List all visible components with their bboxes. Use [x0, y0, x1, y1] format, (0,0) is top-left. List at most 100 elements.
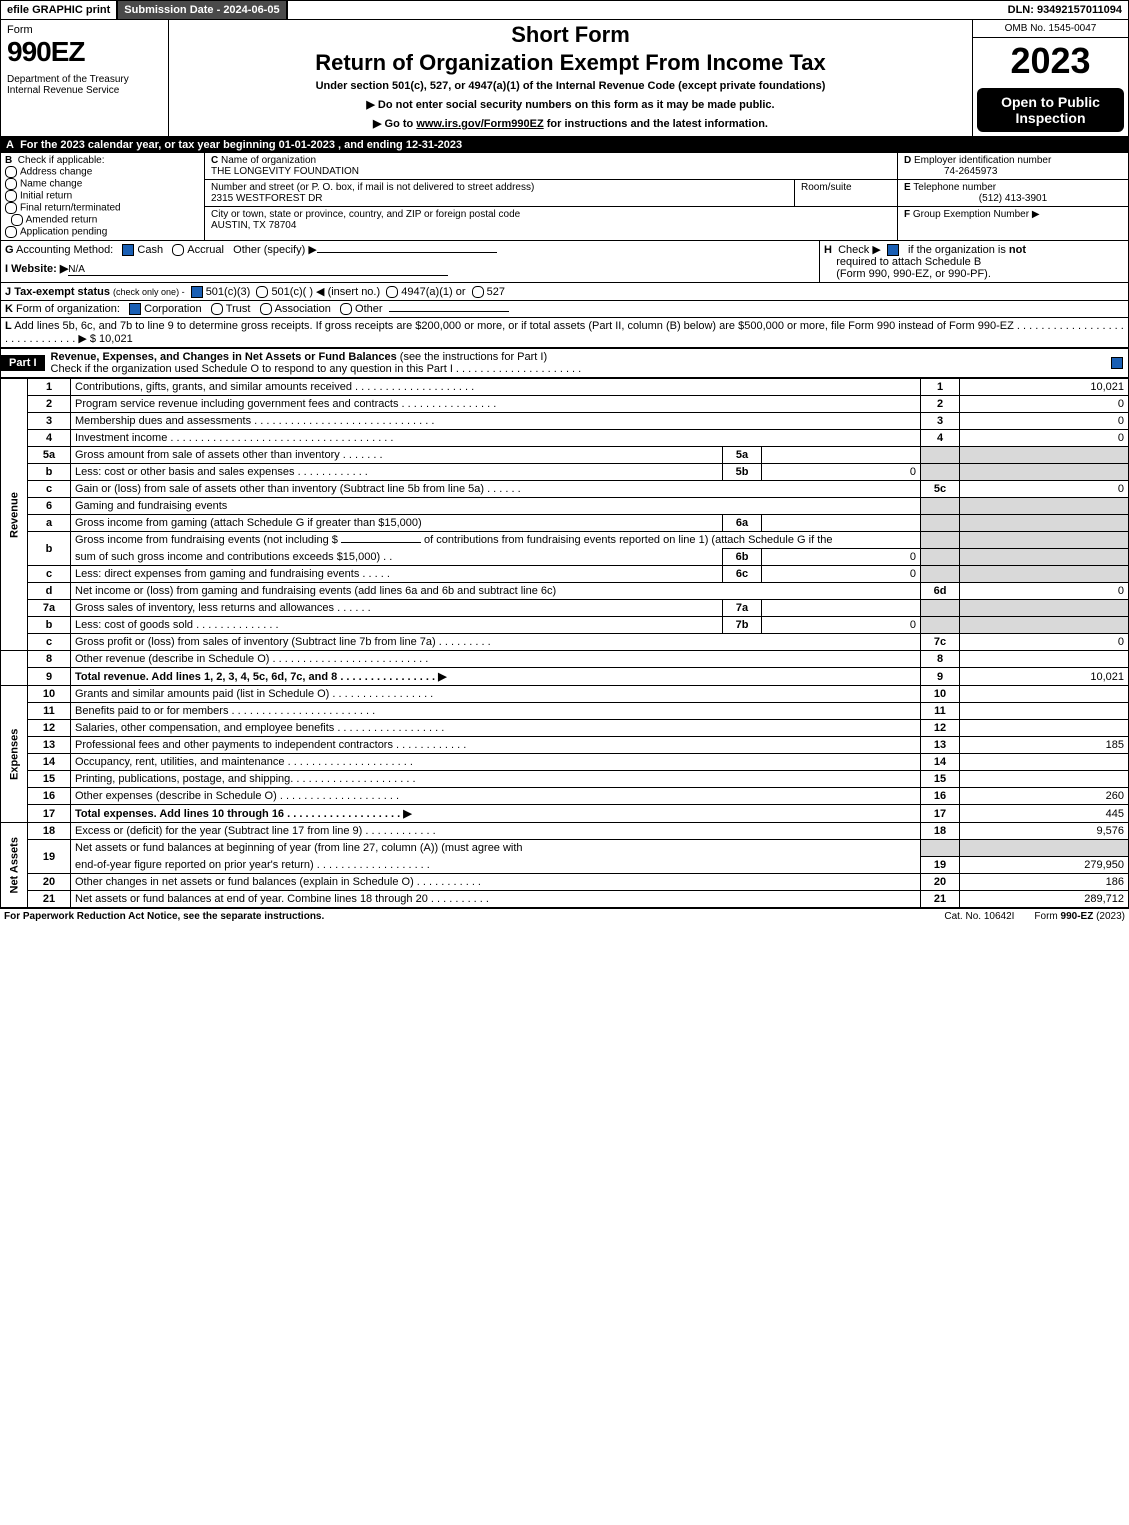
l3-no: 3 — [28, 413, 71, 430]
l6d-desc: Net income or (loss) from gaming and fun… — [71, 583, 921, 600]
l6b-desc3: sum of such gross income and contributio… — [71, 549, 723, 566]
l8-col: 8 — [921, 651, 960, 668]
b-item-0: Address change — [20, 167, 92, 178]
l5a-desc: Gross amount from sale of assets other t… — [71, 447, 723, 464]
footer-center: Cat. No. 10642I — [924, 911, 1034, 922]
l14-col: 14 — [921, 754, 960, 771]
chk-initial-return[interactable] — [5, 190, 17, 202]
chk-schedule-o[interactable] — [1111, 357, 1123, 369]
chk-cash[interactable] — [122, 244, 134, 256]
l8-no: 8 — [28, 651, 71, 668]
chk-name-change[interactable] — [5, 178, 17, 190]
l7a-desc: Gross sales of inventory, less returns a… — [71, 600, 723, 617]
irs-link[interactable]: www.irs.gov/Form990EZ — [416, 118, 543, 130]
l12-val — [960, 720, 1129, 737]
l14-desc: Occupancy, rent, utilities, and maintena… — [71, 754, 921, 771]
k-o1: Corporation — [144, 303, 201, 315]
note2-post: for instructions and the latest informat… — [544, 118, 768, 130]
l7c-val: 0 — [960, 634, 1129, 651]
k-other-blank[interactable] — [389, 311, 509, 312]
l11-col: 11 — [921, 703, 960, 720]
g-other-blank[interactable] — [317, 252, 497, 253]
chk-sched-b[interactable] — [887, 244, 899, 256]
chk-other-org[interactable] — [340, 303, 352, 315]
l18-no: 18 — [28, 823, 71, 840]
l1-desc: Contributions, gifts, grants, and simila… — [71, 379, 921, 396]
l-val: 10,021 — [99, 333, 133, 345]
chk-corp[interactable] — [129, 303, 141, 315]
l16-val: 260 — [960, 788, 1129, 805]
l18-desc: Excess or (deficit) for the year (Subtra… — [71, 823, 921, 840]
footer-right: Form 990-EZ (2023) — [1034, 911, 1125, 922]
submission-date: Submission Date - 2024-06-05 — [118, 1, 287, 19]
chk-4947[interactable] — [386, 286, 398, 298]
chk-accrual[interactable] — [172, 244, 184, 256]
chk-application-pending[interactable] — [5, 226, 17, 238]
shade-6b1-v — [960, 532, 1129, 549]
chk-address-change[interactable] — [5, 166, 17, 178]
shade-6c — [921, 566, 960, 583]
l5a-sub: 5a — [723, 447, 762, 464]
l11-desc: Benefits paid to or for members . . . . … — [71, 703, 921, 720]
l17-no: 17 — [28, 805, 71, 823]
l6c-sub: 6c — [723, 566, 762, 583]
b-item-3: Final return/terminated — [20, 203, 121, 214]
shade-6c-v — [960, 566, 1129, 583]
form-number: 990EZ — [7, 36, 162, 68]
l10-col: 10 — [921, 686, 960, 703]
l5c-desc: Gain or (loss) from sale of assets other… — [71, 481, 921, 498]
shade-6a-v — [960, 515, 1129, 532]
l20-no: 20 — [28, 873, 71, 890]
note2-pre: ▶ Go to — [373, 118, 416, 130]
h-text3: required to attach Schedule B — [836, 256, 981, 268]
l6b-desc: Gross income from fundraising events (no… — [71, 532, 921, 549]
chk-assoc[interactable] — [260, 303, 272, 315]
sidebar-revenue: Revenue — [1, 379, 28, 651]
section-a-bar: A For the 2023 calendar year, or tax yea… — [0, 137, 1129, 153]
chk-501c[interactable] — [256, 286, 268, 298]
chk-final-return[interactable] — [5, 202, 17, 214]
shade-6-v — [960, 498, 1129, 515]
form-note-2: ▶ Go to www.irs.gov/Form990EZ for instru… — [177, 117, 964, 130]
l13-desc: Professional fees and other payments to … — [71, 737, 921, 754]
chk-527[interactable] — [472, 286, 484, 298]
dept-2: Internal Revenue Service — [7, 85, 162, 96]
shade-5a — [921, 447, 960, 464]
l6-desc: Gaming and fundraising events — [71, 498, 921, 515]
row-g-h: G Accounting Method: Cash Accrual Other … — [0, 241, 1129, 283]
l20-col: 20 — [921, 873, 960, 890]
l18-col: 18 — [921, 823, 960, 840]
l-text: Add lines 5b, 6c, and 7b to line 9 to de… — [5, 320, 1124, 345]
l6c-subval: 0 — [762, 566, 921, 583]
shade-5b — [921, 464, 960, 481]
top-bar: efile GRAPHIC print Submission Date - 20… — [0, 0, 1129, 20]
l4-desc: Investment income . . . . . . . . . . . … — [71, 430, 921, 447]
l4-val: 0 — [960, 430, 1129, 447]
j-o1: 501(c)(3) — [206, 286, 251, 298]
l19-val: 279,950 — [960, 856, 1129, 873]
org-info-row: B Check if applicable: Address change Na… — [0, 153, 1129, 241]
l9-val: 10,021 — [960, 668, 1129, 686]
efile-label: efile GRAPHIC print — [1, 1, 118, 19]
chk-501c3[interactable] — [191, 286, 203, 298]
chk-amended-return[interactable] — [11, 214, 23, 226]
box-b: B Check if applicable: Address change Na… — [1, 153, 205, 240]
phone: (512) 413-3901 — [904, 193, 1122, 204]
l7a-sub: 7a — [723, 600, 762, 617]
g-accrual: Accrual — [187, 244, 224, 256]
l11-no: 11 — [28, 703, 71, 720]
l19-col: 19 — [921, 856, 960, 873]
l6b-blank[interactable] — [341, 542, 421, 543]
l17-col: 17 — [921, 805, 960, 823]
form-subtitle: Under section 501(c), 527, or 4947(a)(1)… — [177, 80, 964, 92]
l3-col: 3 — [921, 413, 960, 430]
l6c-desc: Less: direct expenses from gaming and fu… — [71, 566, 723, 583]
l7b-sub: 7b — [723, 617, 762, 634]
section-a-text: For the 2023 calendar year, or tax year … — [20, 139, 462, 151]
footer-r-post: (2023) — [1093, 911, 1125, 922]
org-name: THE LONGEVITY FOUNDATION — [211, 166, 359, 177]
chk-trust[interactable] — [211, 303, 223, 315]
l3-val: 0 — [960, 413, 1129, 430]
tax-year: 2023 — [973, 38, 1128, 84]
l16-desc: Other expenses (describe in Schedule O) … — [71, 788, 921, 805]
